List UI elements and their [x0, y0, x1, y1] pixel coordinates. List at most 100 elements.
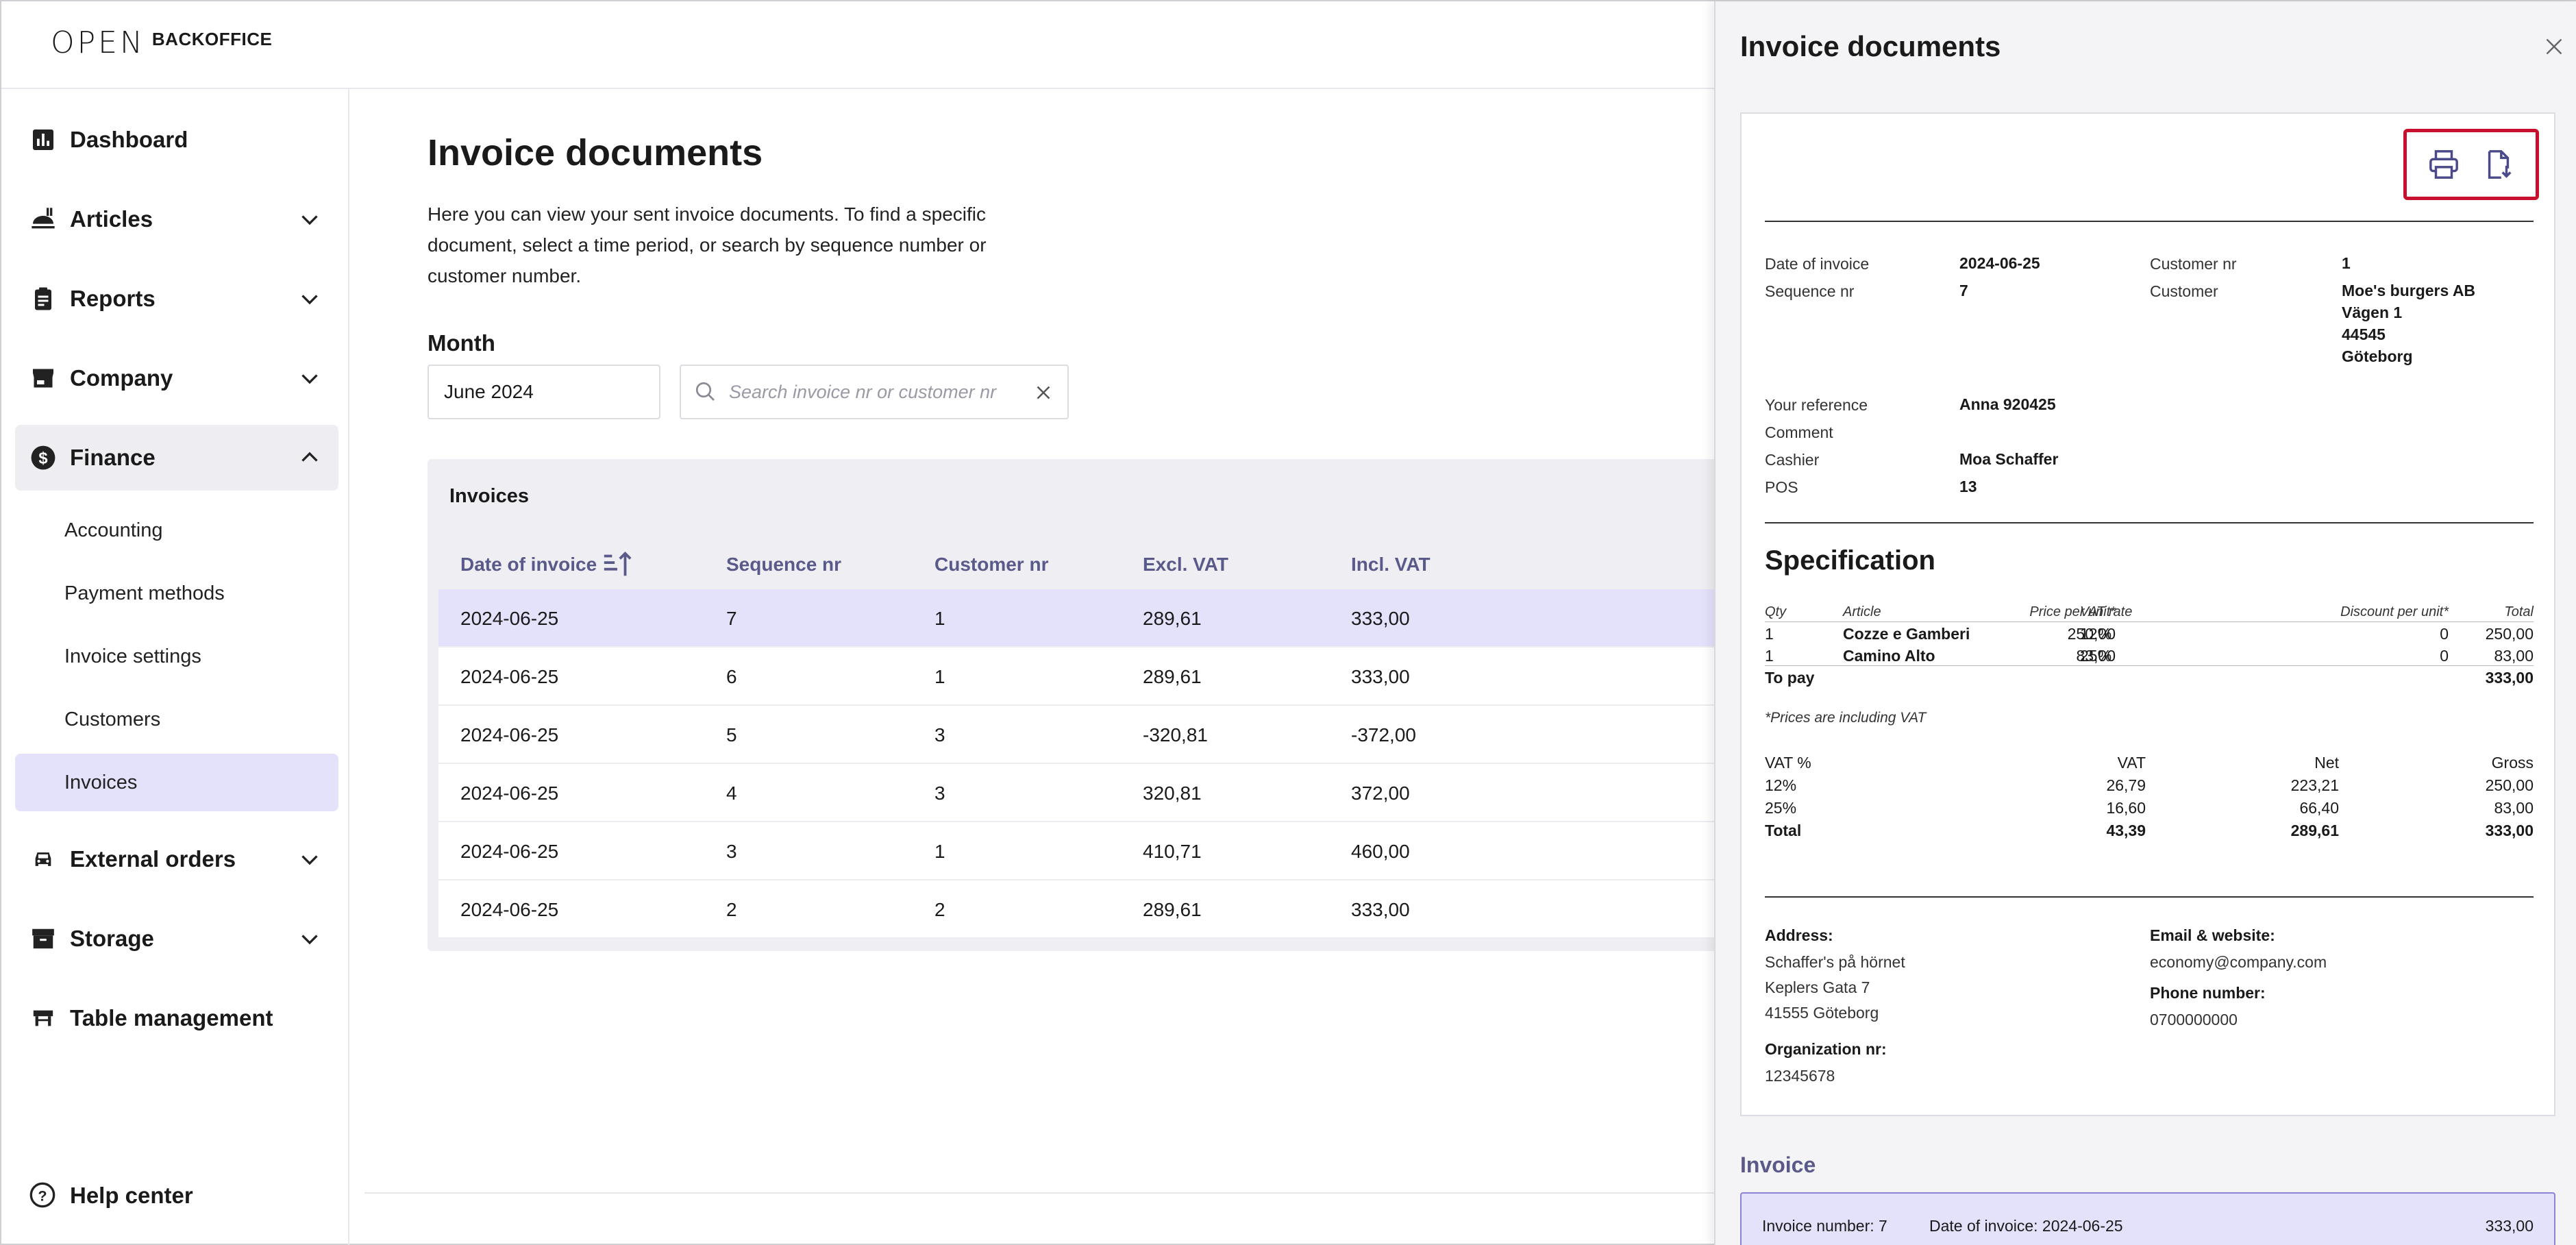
cell-incl-vat: 333,00: [1351, 608, 1410, 629]
spec-col-vat-rate: VAT rate: [2080, 604, 2133, 619]
customer-street: Vägen 1: [2342, 304, 2403, 321]
invoice-card-number: Invoice number: 7: [1762, 1217, 1887, 1235]
cell-date: 2024-06-25: [460, 841, 559, 862]
invoice-card[interactable]: Invoice number: 7 Date of invoice: 2024-…: [1740, 1192, 2555, 1245]
cell-excl-vat: -320,81: [1143, 724, 1208, 745]
sidebar-subitem-accounting[interactable]: Accounting: [64, 519, 163, 541]
cell-sequence: 2: [726, 899, 737, 920]
sequence-nr-label: Sequence nr: [1765, 282, 1855, 300]
cell-excl-vat: 410,71: [1143, 841, 1202, 862]
document-actions-highlight: [2403, 129, 2539, 200]
email-website-value: economy@company.com: [2150, 953, 2327, 971]
svg-text:?: ?: [38, 1187, 47, 1204]
month-label: Month: [428, 330, 495, 356]
invoice-card-date: Date of invoice: 2024-06-25: [1929, 1217, 2123, 1235]
cashier-value: Moa Schaffer: [1959, 450, 2059, 468]
vat-total-net: 289,61: [2290, 822, 2339, 839]
cell-incl-vat: 460,00: [1351, 841, 1410, 862]
spec-row: 1 Cozze e Gamberi 12% 250,00 0 250,00: [1765, 622, 2534, 644]
address-line: Schaffer's på hörnet: [1765, 953, 1905, 971]
column-header-excl-vat[interactable]: Excl. VAT: [1143, 554, 1229, 575]
sidebar-item-reports[interactable]: Reports: [15, 266, 338, 332]
column-header-incl-vat[interactable]: Incl. VAT: [1351, 554, 1431, 575]
date-of-invoice-label: Date of invoice: [1765, 255, 1870, 273]
table-row[interactable]: 2024-06-25 3 1 410,71 460,00: [438, 822, 1722, 880]
email-website-label: Email & website:: [2150, 926, 2275, 944]
vat-total-label: Total: [1765, 822, 1802, 839]
search-input[interactable]: [729, 381, 1030, 403]
cell-customer: 3: [934, 782, 945, 804]
sidebar-subitem-invoices[interactable]: Invoices: [15, 754, 338, 811]
column-header-date[interactable]: Date of invoice: [460, 554, 597, 575]
drawer-title: Invoice documents: [1740, 30, 2001, 62]
table-title: Invoices: [449, 485, 530, 507]
cell-customer: 2: [934, 899, 945, 920]
sidebar-item-external-orders[interactable]: External orders: [15, 826, 338, 892]
table-row[interactable]: 2024-06-25 2 2 289,61 333,00: [438, 880, 1722, 939]
month-select[interactable]: June 2024: [428, 365, 660, 419]
cell-date: 2024-06-25: [460, 899, 559, 920]
sidebar: Dashboard Articles Reports Company: [1, 89, 349, 1245]
sidebar-subitem-invoice-settings[interactable]: Invoice settings: [64, 645, 201, 667]
prices-note: *Prices are including VAT: [1765, 710, 1927, 726]
divider: [1765, 221, 2534, 222]
sidebar-item-finance[interactable]: $ Finance: [15, 425, 338, 491]
vat-amount: 26,79: [2106, 776, 2146, 794]
invoice-documents-drawer: Invoice documents Date of invoice 2024-0…: [1714, 1, 2576, 1245]
cell-customer: 3: [934, 724, 945, 745]
download-button[interactable]: [2479, 145, 2518, 184]
sidebar-subitem-payment-methods[interactable]: Payment methods: [64, 582, 225, 604]
comment-label: Comment: [1765, 423, 1833, 441]
cashier-label: Cashier: [1765, 451, 1820, 469]
spec-vat: 12%: [2080, 625, 2112, 643]
specification-title: Specification: [1765, 545, 1935, 576]
table-body: 2024-06-25 7 1 289,61 333,00 2024-06-25 …: [438, 589, 1722, 939]
vat-col-net: Net: [2314, 754, 2339, 772]
clipboard-icon: [29, 284, 58, 313]
clear-icon[interactable]: [1032, 381, 1055, 404]
vat-pct: 12%: [1765, 776, 1797, 794]
pos-label: POS: [1765, 478, 1798, 496]
vat-row: 25% 16,60 66,40 83,00: [1765, 796, 2534, 819]
address-line: Keplers Gata 7: [1765, 978, 1870, 996]
your-reference-label: Your reference: [1765, 396, 1868, 414]
column-header-customer[interactable]: Customer nr: [934, 554, 1049, 575]
organization-nr-label: Organization nr:: [1765, 1040, 1887, 1058]
sidebar-item-company[interactable]: Company: [15, 345, 338, 411]
to-pay-label: To pay: [1765, 669, 1815, 687]
cell-date: 2024-06-25: [460, 724, 559, 745]
sidebar-item-table-management[interactable]: Table management: [15, 985, 338, 1051]
vat-net: 66,40: [2299, 799, 2339, 817]
print-button[interactable]: [2425, 145, 2463, 184]
logo-word: BACKOFFICE: [151, 29, 273, 49]
app-logo: OPEN BACKOFFICE: [51, 26, 272, 60]
divider: [1765, 896, 2534, 898]
help-center-link[interactable]: ? Help center: [29, 1181, 193, 1210]
your-reference-value: Anna 920425: [1959, 395, 2056, 413]
sidebar-subitem-customers[interactable]: Customers: [64, 708, 161, 730]
search-field[interactable]: [680, 365, 1069, 419]
close-icon[interactable]: [2542, 34, 2566, 59]
spec-col-price: Price per unit*: [2029, 604, 2116, 619]
table-row[interactable]: 2024-06-25 4 3 320,81 372,00: [438, 764, 1722, 822]
logo-mark: OPEN: [51, 25, 145, 60]
cell-incl-vat: 372,00: [1351, 782, 1410, 804]
table-row[interactable]: 2024-06-25 7 1 289,61 333,00: [438, 589, 1722, 648]
sidebar-item-articles[interactable]: Articles: [15, 186, 338, 252]
customer-nr-value: 1: [2342, 254, 2351, 272]
sidebar-item-storage[interactable]: Storage: [15, 906, 338, 972]
help-center-label: Help center: [70, 1183, 193, 1208]
sort-ascending-icon[interactable]: [602, 548, 633, 580]
chevron-down-icon: [301, 295, 318, 305]
svg-text:$: $: [38, 449, 47, 468]
spec-vat: 25%: [2080, 647, 2112, 665]
sidebar-item-label: Finance: [70, 445, 156, 470]
sidebar-item-dashboard[interactable]: Dashboard: [15, 107, 338, 173]
cell-sequence: 5: [726, 724, 737, 745]
bar-chart-icon: [29, 125, 58, 154]
table-row[interactable]: 2024-06-25 5 3 -320,81 -372,00: [438, 706, 1722, 764]
vat-total-gross: 333,00: [2485, 822, 2534, 839]
table-row[interactable]: 2024-06-25 6 1 289,61 333,00: [438, 648, 1722, 706]
column-header-sequence[interactable]: Sequence nr: [726, 554, 842, 575]
